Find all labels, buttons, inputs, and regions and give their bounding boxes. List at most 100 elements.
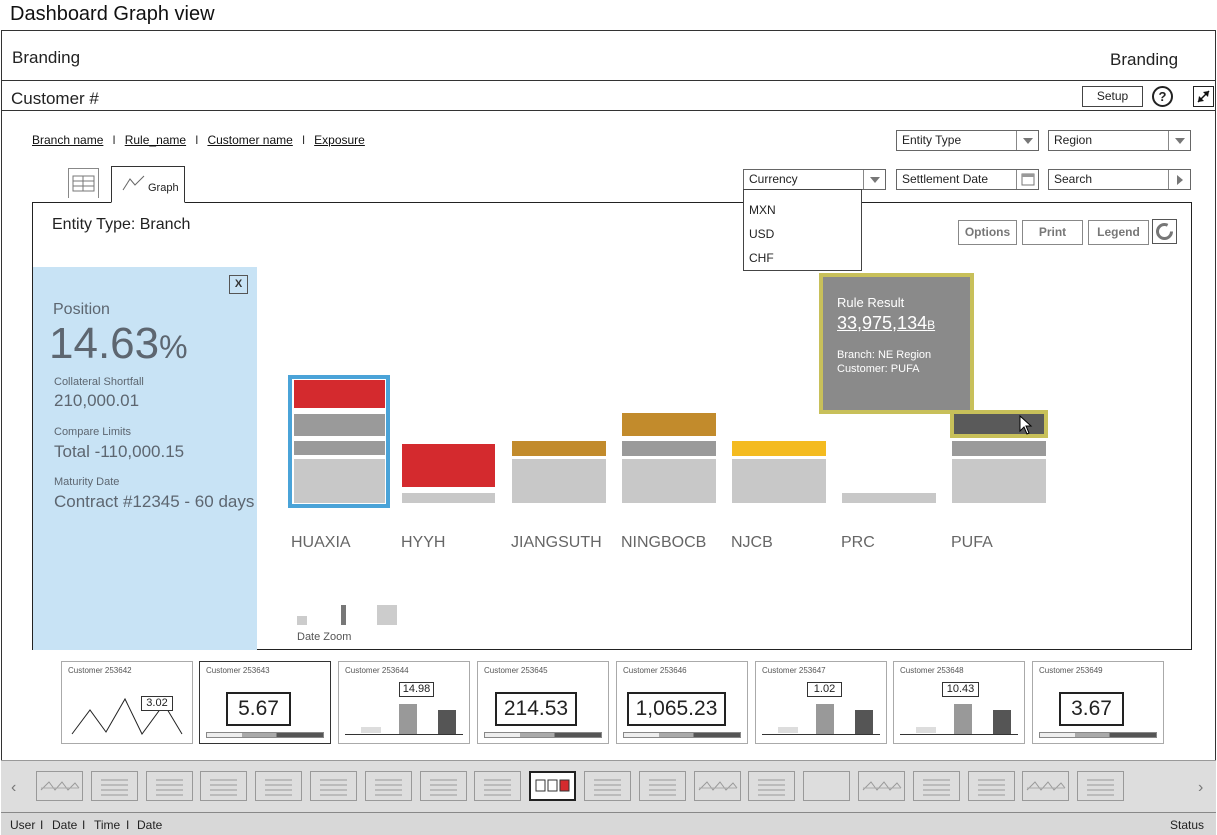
bar-segment-ningbocb: [622, 413, 716, 436]
mini-bar: [855, 710, 873, 734]
entity-type-value: Entity Type: [902, 133, 962, 147]
mini-bar: [916, 727, 936, 733]
filmstrip-thumb[interactable]: [310, 771, 357, 801]
customer-card[interactable]: Customer 253644 14.98: [338, 661, 470, 744]
detail-panel: X Position 14.63% Collateral Shortfall 2…: [33, 267, 257, 650]
customer-card[interactable]: Customer 253646 1,065.23: [616, 661, 748, 744]
customer-card-gauge: [1039, 732, 1157, 738]
customer-card[interactable]: Customer 253643 5.67: [199, 661, 331, 744]
region-select[interactable]: Region: [1048, 130, 1191, 151]
customer-card[interactable]: Customer 253645 214.53: [477, 661, 609, 744]
tooltip-number: 33,975,134: [837, 313, 928, 333]
customer-card[interactable]: Customer 253648 10.43: [893, 661, 1025, 744]
filmstrip-thumb[interactable]: [145, 771, 193, 801]
customer-card[interactable]: Customer 253642 3.02: [61, 661, 193, 744]
settlement-date-field[interactable]: Settlement Date: [896, 169, 1039, 190]
bar-segment-jiangsuth: [512, 441, 606, 456]
close-button[interactable]: X: [229, 275, 248, 294]
bar-segment-prc: [842, 493, 936, 503]
filter-links: Branch name I Rule_name I Customer name …: [32, 133, 365, 147]
bar-segment-huaxia: [294, 441, 385, 455]
filmstrip-thumb[interactable]: [255, 771, 303, 801]
filmstrip-thumb[interactable]: [529, 771, 577, 801]
compare-value: Total -110,000.15: [54, 442, 185, 461]
bar-segment-hyyh: [402, 444, 495, 487]
currency-value: Currency: [749, 172, 798, 186]
position-label: Position: [53, 301, 110, 318]
filmstrip-thumb[interactable]: [474, 771, 522, 801]
setup-button[interactable]: Setup: [1082, 86, 1143, 107]
customer-name-link[interactable]: Customer name: [207, 133, 293, 147]
chevron-down-icon: [1016, 131, 1038, 150]
customer-card-label: Customer 253646: [623, 666, 687, 675]
entity-type-select[interactable]: Entity Type: [896, 130, 1039, 151]
rule-name-link[interactable]: Rule_name: [124, 133, 187, 147]
filmstrip-thumb[interactable]: [1022, 771, 1070, 801]
expand-icon[interactable]: [1193, 86, 1214, 107]
chevron-right-icon[interactable]: [1168, 170, 1190, 189]
customer-card-label: Customer 253649: [1039, 666, 1103, 675]
filmstrip-thumb[interactable]: [419, 771, 467, 801]
filmstrip-thumb[interactable]: [967, 771, 1015, 801]
axis-line: [762, 734, 880, 735]
graph-panel: Entity Type: Branch Options Print Legend…: [32, 202, 1192, 650]
bar-segment-pufa-hover[interactable]: [950, 410, 1048, 438]
mini-bar: [954, 704, 972, 734]
position-unit: %: [159, 329, 188, 365]
currency-select[interactable]: Currency: [743, 169, 886, 190]
collateral-value: 210,000.01: [54, 391, 140, 410]
options-button[interactable]: Options: [958, 220, 1017, 245]
search-placeholder: Search: [1054, 172, 1093, 186]
cursor-icon: [1019, 415, 1033, 435]
customer-card-value: 3.67: [1059, 692, 1124, 726]
axis-line: [345, 734, 463, 735]
branch-name-link[interactable]: Branch name: [32, 133, 104, 147]
bar-segment-huaxia: [294, 414, 385, 436]
currency-option[interactable]: CHF: [749, 251, 774, 265]
status-separator: I: [126, 818, 130, 832]
filmstrip-thumb[interactable]: [364, 771, 412, 801]
filmstrip-thumb[interactable]: [90, 771, 138, 801]
status-time: Time: [94, 818, 121, 832]
tab-graph[interactable]: Graph: [111, 166, 185, 203]
customer-card-value: 3.02: [141, 696, 173, 711]
customer-card-label: Customer 253645: [484, 666, 548, 675]
compare-label: Compare Limits: [54, 426, 132, 438]
calendar-icon[interactable]: [1016, 170, 1038, 189]
filmstrip-thumb[interactable]: [858, 771, 905, 801]
filmstrip-thumb[interactable]: [200, 771, 248, 801]
region-value: Region: [1054, 133, 1093, 147]
customer-bar: Customer # Setup ?: [1, 80, 1216, 111]
filmstrip-thumb[interactable]: [803, 771, 851, 801]
date-zoom-control[interactable]: [297, 603, 397, 625]
filmstrip-thumb[interactable]: [1077, 771, 1125, 801]
filmstrip-thumb[interactable]: [584, 771, 631, 801]
bank-label: JIANGSUTH: [511, 534, 602, 551]
filmstrip-thumb[interactable]: [693, 771, 741, 801]
bar-segment-pufa: [952, 459, 1046, 503]
customer-card-gauge: [206, 732, 324, 738]
help-icon[interactable]: ?: [1152, 86, 1173, 107]
filmstrip-thumb[interactable]: [638, 771, 686, 801]
chevron-left-icon[interactable]: ‹: [11, 779, 17, 796]
page-title: Dashboard Graph view: [10, 3, 215, 25]
customer-title: Customer #: [11, 89, 99, 108]
customer-card[interactable]: Customer 253649 3.67: [1032, 661, 1164, 744]
legend-button[interactable]: Legend: [1088, 220, 1149, 245]
selected-bar-outline[interactable]: [288, 375, 390, 508]
zoom-handle[interactable]: [341, 605, 346, 625]
filmstrip-thumb[interactable]: [912, 771, 960, 801]
bar-segment-pufa: [952, 441, 1046, 456]
print-button[interactable]: Print: [1022, 220, 1083, 245]
currency-option[interactable]: MXN: [749, 203, 776, 217]
customer-card[interactable]: Customer 253647 1.02: [755, 661, 887, 744]
chevron-right-icon[interactable]: ›: [1198, 779, 1204, 796]
exposure-link[interactable]: Exposure: [314, 133, 365, 147]
currency-option[interactable]: USD: [749, 227, 775, 241]
filmstrip-thumb[interactable]: [748, 771, 796, 801]
filmstrip-thumb[interactable]: [36, 771, 83, 801]
tab-table[interactable]: [68, 168, 99, 198]
refresh-button[interactable]: [1152, 219, 1177, 244]
link-separator: I: [112, 133, 116, 147]
search-field[interactable]: Search: [1048, 169, 1191, 190]
